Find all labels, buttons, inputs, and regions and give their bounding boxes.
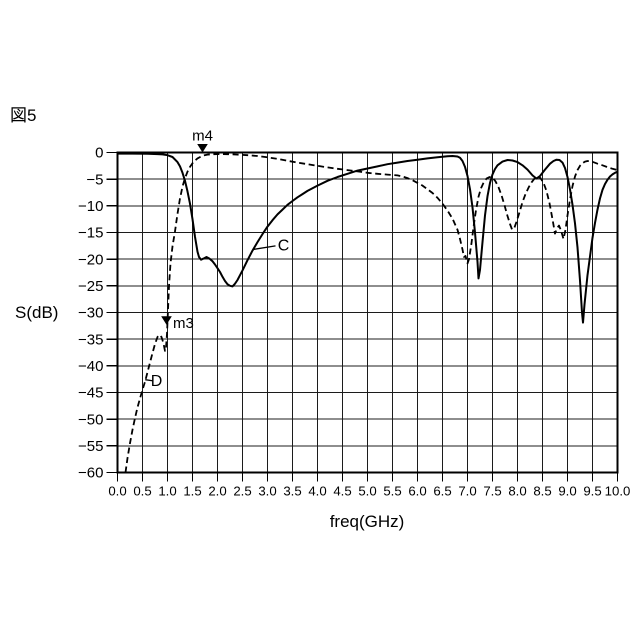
marker-label-m4: m4 (192, 128, 213, 145)
x-tick-label: 0.5 (133, 484, 151, 499)
x-tick-label: 10.0 (605, 484, 631, 499)
y-tick-label: −5 (86, 171, 103, 188)
x-tick-label: 9.0 (558, 484, 576, 499)
x-tick-label: 3.0 (258, 484, 276, 499)
x-tick-label: 7.0 (458, 484, 476, 499)
marker-triangle-m4 (197, 144, 208, 153)
x-tick-label: 6.5 (433, 484, 451, 499)
x-tick-label: 1.0 (158, 484, 176, 499)
y-tick-label: −35 (78, 331, 103, 348)
grid-lines (117, 152, 618, 473)
x-tick-label: 7.5 (483, 484, 501, 499)
curve-d (124, 153, 618, 473)
y-tick-label: −20 (78, 251, 103, 268)
marker-label-m3: m3 (173, 315, 194, 332)
markers: m4 m3 (161, 128, 213, 332)
leader-line-c (252, 245, 276, 251)
axis-ticks (106, 151, 619, 482)
y-tick-label: −45 (78, 385, 103, 402)
x-axis-title: freq(GHz) (329, 512, 405, 531)
x-tick-label: 4.5 (333, 484, 351, 499)
curve-label-d: D (151, 373, 163, 390)
curves (117, 152, 618, 473)
y-tick-label: −50 (78, 411, 103, 428)
x-tick-label: 4.0 (308, 484, 326, 499)
y-tick-label: 0 (95, 145, 103, 162)
marker-triangle-m3 (161, 316, 172, 325)
x-tick-label: 0.0 (108, 484, 126, 499)
x-tick-label: 8.0 (508, 484, 526, 499)
x-tick-label: 2.0 (208, 484, 226, 499)
y-tick-label: −25 (78, 278, 103, 295)
y-tick-label: −15 (78, 225, 103, 242)
leader-line-d (145, 379, 153, 382)
x-tick-label: 9.5 (583, 484, 601, 499)
x-tick-label: 8.5 (533, 484, 551, 499)
y-tick-label: −10 (78, 198, 103, 215)
x-tick-label: 3.5 (283, 484, 301, 499)
x-tick-label: 6.0 (408, 484, 426, 499)
x-tick-label: 5.0 (358, 484, 376, 499)
x-tick-label: 2.5 (233, 484, 251, 499)
tick-labels: 0.0 0.5 1.0 1.5 2.0 2.5 3.0 3.5 4.0 4.5 5.0 5.5 6.0 6… (78, 145, 630, 499)
figure-label: 図5 (10, 106, 37, 125)
curve-label-c: C (278, 237, 290, 254)
y-tick-label: −40 (78, 358, 103, 375)
x-tick-label: 1.5 (183, 484, 201, 499)
y-tick-label: −30 (78, 305, 103, 322)
y-axis-title: S(dB) (15, 303, 59, 322)
x-tick-label: 5.5 (383, 484, 401, 499)
curve-annotations: CD (145, 237, 290, 390)
y-tick-label: −55 (78, 438, 103, 455)
y-tick-label: −60 (78, 465, 103, 482)
